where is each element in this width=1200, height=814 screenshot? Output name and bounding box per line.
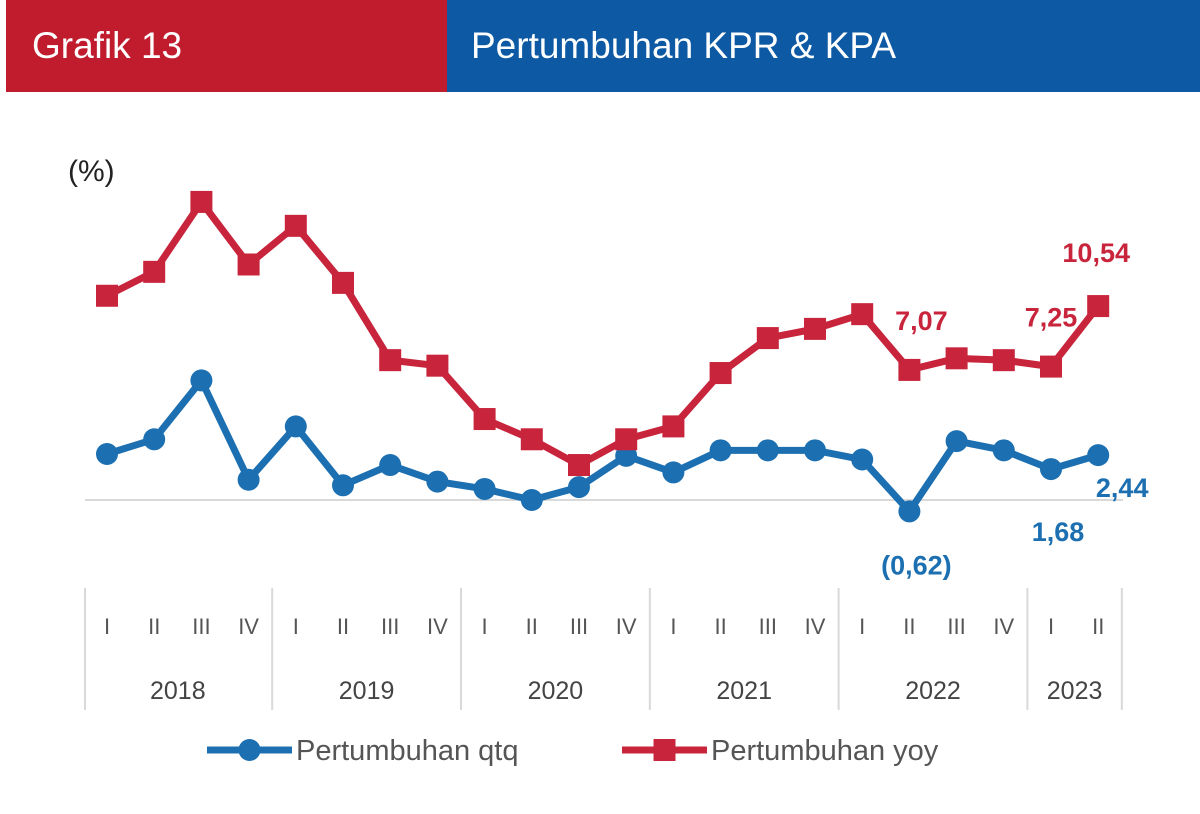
qtq-data-point <box>426 470 449 493</box>
x-tick-label: II <box>903 614 915 639</box>
x-tick-label: III <box>947 614 965 639</box>
legend-marker <box>653 739 676 761</box>
yoy-data-point <box>332 271 354 294</box>
qtq-data-point <box>898 500 921 523</box>
year-label: 2023 <box>1047 677 1103 705</box>
x-tick-label: IV <box>238 614 259 639</box>
qtq-data-point <box>237 468 260 491</box>
y-unit-label: (%) <box>68 155 115 188</box>
qtq-data-point <box>190 369 213 392</box>
qtq-data-point <box>1040 458 1062 481</box>
x-tick-label: II <box>1092 614 1104 639</box>
data-label: 7,07 <box>895 306 948 336</box>
yoy-data-point <box>143 260 166 283</box>
qtq-data-point <box>284 415 307 438</box>
year-label: 2021 <box>716 677 772 705</box>
yoy-data-point <box>1087 295 1110 318</box>
qtq-data-point <box>1087 444 1110 467</box>
qtq-data-point <box>709 439 732 462</box>
qtq-data-point <box>379 454 402 477</box>
yoy-data-point <box>568 454 590 477</box>
year-label: 2022 <box>905 677 961 705</box>
x-tick-label: III <box>192 614 210 639</box>
qtq-series-line <box>105 376 1100 515</box>
yoy-data-point <box>662 415 685 438</box>
yoy-data-point <box>851 303 874 326</box>
qtq-data-point <box>520 489 543 511</box>
x-tick-label: IV <box>993 614 1014 639</box>
yoy-data-point <box>615 428 638 451</box>
legend-marker <box>238 739 261 761</box>
x-tick-label: I <box>1048 614 1054 639</box>
x-tick-label: IV <box>805 614 826 639</box>
yoy-data-point <box>992 349 1015 372</box>
yoy-data-point <box>379 349 402 372</box>
x-tick-label: II <box>714 614 726 639</box>
data-label: 1,68 <box>1032 517 1085 547</box>
legend-label: Pertumbuhan qtq <box>296 735 518 767</box>
qtq-data-point <box>143 428 166 451</box>
yoy-data-point <box>898 358 921 381</box>
x-tick-label: IV <box>616 614 637 639</box>
qtq-data-point <box>615 444 638 467</box>
chart-title: Pertumbuhan KPR & KPA <box>447 0 1200 92</box>
qtq-data-point <box>756 439 779 462</box>
yoy-series-line <box>105 198 1101 469</box>
x-tick-label: II <box>337 614 349 639</box>
x-tick-label: II <box>148 614 160 639</box>
qtq-data-point <box>992 439 1015 462</box>
yoy-data-point <box>709 362 732 385</box>
yoy-data-point <box>756 327 779 350</box>
yoy-data-point <box>237 253 260 276</box>
x-tick-label: III <box>381 614 399 639</box>
year-label: 2019 <box>339 677 395 705</box>
yoy-data-point <box>1040 355 1062 378</box>
figure-number: Grafik 13 <box>6 0 447 92</box>
x-tick-label: I <box>104 614 110 639</box>
qtq-data-point <box>945 430 968 453</box>
x-tick-label: I <box>859 614 865 639</box>
qtq-data-point <box>568 476 590 499</box>
yoy-data-point <box>96 284 118 307</box>
year-label: 2020 <box>528 677 584 705</box>
qtq-data-point <box>804 439 826 462</box>
x-tick-label: III <box>759 614 777 639</box>
yoy-data-point <box>284 214 307 237</box>
qtq-data-point <box>96 443 118 465</box>
qtq-data-point <box>851 448 874 471</box>
x-tick-label: II <box>526 614 538 639</box>
yoy-data-point <box>426 354 449 377</box>
chart-header: Grafik 13 Pertumbuhan KPR & KPA <box>6 0 1200 92</box>
yoy-data-point <box>945 347 968 370</box>
qtq-data-point <box>473 477 496 500</box>
year-label: 2018 <box>150 677 206 705</box>
data-label: 7,25 <box>1025 303 1078 333</box>
x-tick-label: I <box>670 614 676 639</box>
data-label: 2,44 <box>1096 473 1149 503</box>
data-label: 10,54 <box>1062 238 1130 268</box>
yoy-data-point <box>520 428 543 451</box>
x-tick-label: I <box>293 614 299 639</box>
yoy-data-point <box>190 190 213 213</box>
x-tick-label: III <box>570 614 588 639</box>
qtq-data-point <box>332 474 354 497</box>
yoy-data-point <box>804 317 826 340</box>
x-tick-label: IV <box>427 614 448 639</box>
x-tick-label: I <box>482 614 488 639</box>
qtq-data-point <box>662 461 685 484</box>
legend-label: Pertumbuhan yoy <box>711 735 939 767</box>
yoy-data-point <box>473 408 496 431</box>
data-label: (0,62) <box>881 550 952 580</box>
